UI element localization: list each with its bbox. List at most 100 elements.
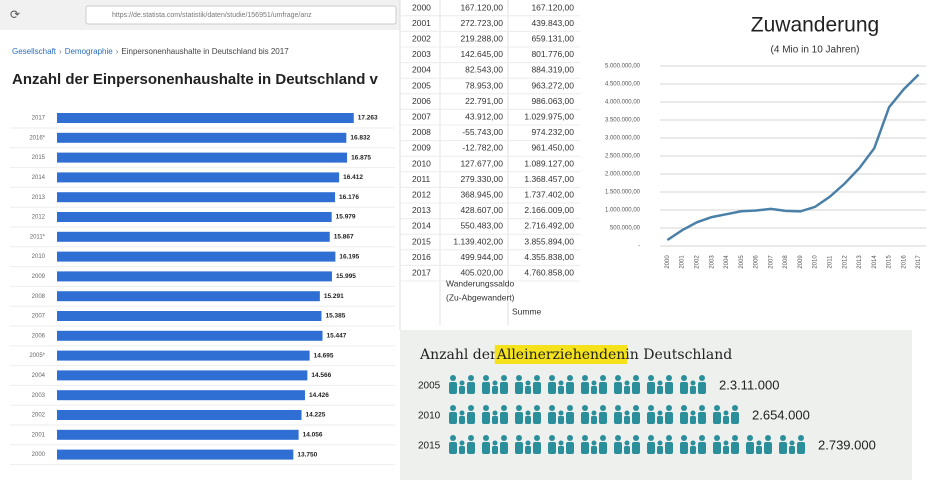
value-label: 15.979 — [336, 214, 356, 221]
value-label: 15.447 — [327, 333, 347, 340]
cell: 1.139.402,00 — [453, 236, 503, 246]
icon-part — [468, 435, 474, 441]
icon-part — [492, 446, 498, 454]
cell: 279.330,00 — [460, 174, 503, 184]
y-tick-label: 2001 — [32, 432, 46, 438]
pictogram-title: Anzahl der — [419, 347, 497, 363]
row-value: 2.654.000 — [752, 407, 810, 422]
breadcrumb-item[interactable]: Gesellschaft — [12, 47, 57, 56]
icon-part — [657, 446, 663, 454]
icon-part — [548, 412, 556, 424]
person-icon — [713, 405, 739, 424]
icon-part — [534, 435, 540, 441]
cell: 2.166.009,00 — [524, 205, 574, 215]
breadcrumb-item[interactable]: Demographie — [65, 47, 114, 56]
bar — [57, 449, 294, 460]
icon-part — [690, 446, 696, 454]
icon-part — [450, 435, 456, 441]
icon-part — [516, 435, 522, 441]
y-tick-label: 1.500.000,00 — [605, 190, 641, 196]
person-icon — [581, 435, 607, 454]
icon-part — [633, 405, 639, 411]
icon-part — [533, 382, 541, 394]
person-icon — [515, 435, 541, 454]
icon-part — [533, 412, 541, 424]
icon-part — [492, 416, 498, 424]
y-tick-label: 2017 — [32, 116, 46, 122]
icon-part — [633, 435, 639, 441]
icon-part — [525, 380, 531, 386]
address-bar[interactable] — [85, 5, 397, 25]
x-tick-label: 2001 — [680, 255, 686, 269]
x-tick-label: 2008 — [783, 255, 789, 269]
icon-part — [756, 440, 762, 446]
url: https://de.statista.com/statistik/daten/… — [112, 12, 312, 19]
bar — [57, 390, 305, 401]
icon-part — [483, 375, 489, 381]
cell: 2008 — [412, 127, 431, 137]
icon-part — [591, 386, 597, 394]
icon-part — [599, 442, 607, 454]
cell: 2004 — [412, 65, 431, 75]
y-tick-label: 2000 — [32, 452, 46, 458]
icon-part — [615, 435, 621, 441]
person-icon — [515, 375, 541, 394]
icon-part — [558, 410, 564, 416]
icon-part — [599, 412, 607, 424]
icon-part — [567, 435, 573, 441]
icon-part — [468, 405, 474, 411]
icon-part — [525, 440, 531, 446]
bar — [57, 152, 348, 163]
y-tick-label: 2006 — [32, 333, 46, 339]
icon-part — [614, 382, 622, 394]
bar — [57, 271, 332, 282]
person-icon — [680, 435, 706, 454]
icon-part — [714, 435, 720, 441]
bar — [57, 132, 347, 143]
cell: 167.120,00 — [531, 2, 574, 12]
x-tick-label: 2015 — [887, 255, 893, 269]
icon-part — [449, 412, 457, 424]
icon-part — [723, 410, 729, 416]
icon-part — [549, 375, 555, 381]
x-tick-label: 2012 — [842, 255, 848, 269]
bar — [57, 429, 299, 440]
icon-part — [780, 435, 786, 441]
icon-part — [632, 382, 640, 394]
icon-part — [558, 380, 564, 386]
cell: 2013 — [412, 205, 431, 215]
icon-part — [732, 405, 738, 411]
back-icon[interactable]: ⟳ — [10, 8, 20, 22]
icon-part — [483, 435, 489, 441]
x-tick-label: 2011 — [828, 255, 834, 269]
breadcrumb: Gesellschaft › Demographie › Einpersonenhaus… — [12, 47, 289, 56]
icon-part — [624, 446, 630, 454]
cell: 2003 — [412, 49, 431, 59]
bar-title: Anzahl der Einpersonenhaushalte in Deuts… — [12, 71, 379, 88]
bar — [57, 370, 308, 381]
icon-part — [690, 410, 696, 416]
icon-part — [468, 375, 474, 381]
icon-part — [624, 416, 630, 424]
icon-part — [698, 412, 706, 424]
cell: -12.782,00 — [462, 143, 503, 153]
cell: 499.944,00 — [460, 252, 503, 262]
icon-part — [582, 405, 588, 411]
icon-part — [515, 412, 523, 424]
icon-part — [657, 416, 663, 424]
icon-part — [633, 375, 639, 381]
y-tick-label: 2005* — [29, 353, 45, 359]
icon-part — [482, 412, 490, 424]
icon-part — [558, 440, 564, 446]
icon-part — [657, 410, 663, 416]
x-tick-label: 2007 — [768, 255, 774, 269]
icon-part — [581, 442, 589, 454]
icon-part — [549, 435, 555, 441]
value-label: 14.695 — [314, 352, 334, 359]
line-series — [666, 73, 920, 242]
icon-part — [690, 386, 696, 394]
cell: 801.776,00 — [531, 49, 574, 59]
icon-part — [582, 435, 588, 441]
icon-part — [515, 382, 523, 394]
icon-part — [624, 440, 630, 446]
